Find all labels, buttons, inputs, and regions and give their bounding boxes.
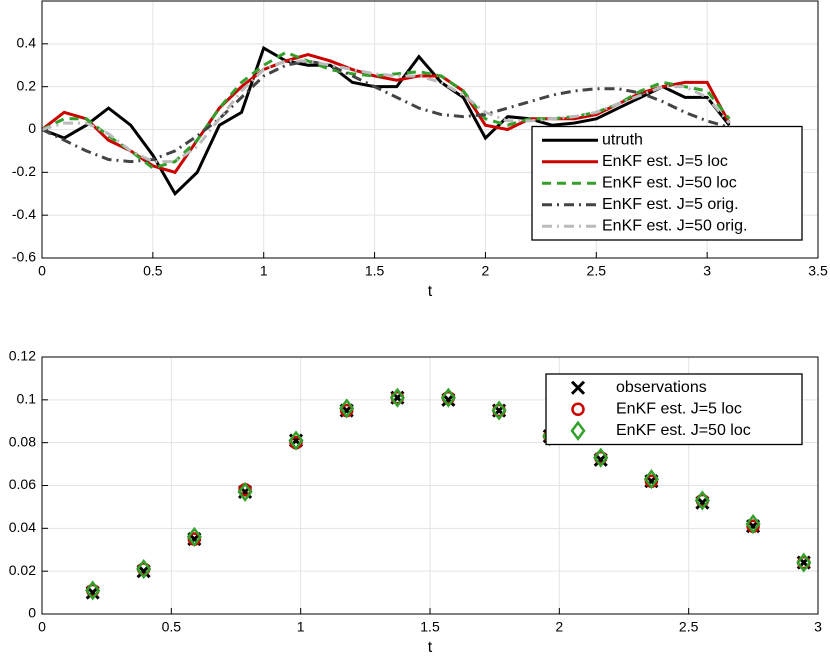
- y-tick-label: 0.08: [9, 433, 36, 449]
- marker-diamond: [745, 513, 761, 535]
- x-tick-label: 3: [703, 263, 711, 279]
- legend-label: EnKF est. J=50 orig.: [602, 217, 747, 234]
- y-tick-label: 0.2: [17, 77, 37, 93]
- marker-diamond: [440, 387, 456, 408]
- axes-box: [41, 356, 819, 615]
- y-tick-label: -0.6: [12, 249, 36, 265]
- marker-diamond: [136, 558, 152, 580]
- x-tick-label: 0.5: [162, 619, 182, 635]
- marker-diamond: [593, 447, 609, 468]
- x-axis-label: t: [428, 639, 433, 656]
- x-axis-label: t: [428, 283, 433, 300]
- x-tick-label: 0: [38, 619, 46, 635]
- marker-diamond: [643, 468, 659, 490]
- marker-diamond: [186, 526, 202, 547]
- marker-diamond: [288, 430, 304, 451]
- x-tick-label: 1.5: [365, 263, 385, 279]
- x-tick-label: 2.5: [679, 619, 699, 635]
- legend-label: EnKF est. J=50 loc: [616, 422, 751, 439]
- x-tick-label: 1: [260, 263, 268, 279]
- marker-diamond: [491, 400, 507, 421]
- legend-label: EnKF est. J=5 loc: [616, 400, 742, 417]
- y-tick-label: 0.1: [17, 391, 37, 407]
- x-tick-label: 0: [38, 263, 46, 279]
- legend-label: observations: [616, 379, 707, 396]
- y-tick-label: 0: [28, 605, 36, 621]
- marker-x: [570, 380, 586, 395]
- series-line: [41, 59, 730, 164]
- legend-label: EnKF est. J=5 orig.: [602, 196, 739, 213]
- legend-label: EnKF est. J=50 loc: [602, 174, 737, 191]
- legend-label: utruth: [602, 131, 643, 148]
- axes-box: [41, 0, 819, 259]
- y-tick-label: 0: [28, 120, 36, 136]
- marker-diamond: [339, 398, 355, 419]
- y-tick-label: 0.12: [9, 348, 36, 364]
- y-tick-label: 0.06: [9, 476, 36, 492]
- marker-diamond: [85, 580, 101, 601]
- marker-diamond: [694, 490, 710, 511]
- marker-diamond: [796, 552, 812, 573]
- marker-diamond: [237, 481, 253, 503]
- x-tick-label: 1: [297, 619, 305, 635]
- marker-diamond: [570, 420, 586, 441]
- y-tick-label: 0.02: [9, 562, 36, 578]
- x-tick-label: 2: [555, 619, 563, 635]
- marker-circle: [571, 402, 585, 416]
- x-tick-label: 2: [482, 263, 490, 279]
- y-tick-label: -0.2: [12, 163, 36, 179]
- legend-box: [545, 373, 803, 446]
- x-tick-label: 0.5: [143, 263, 163, 279]
- x-tick-label: 2.5: [587, 263, 607, 279]
- y-tick-label: 0.04: [9, 519, 36, 535]
- series-line: [41, 59, 731, 164]
- y-tick-label: -0.4: [12, 206, 36, 222]
- y-tick-label: 0.4: [17, 35, 37, 51]
- x-tick-label: 3.5: [808, 263, 828, 279]
- legend-label: EnKF est. J=5 loc: [602, 153, 728, 170]
- marker-diamond: [389, 387, 405, 408]
- x-tick-label: 3: [814, 619, 822, 635]
- x-tick-label: 1.5: [420, 619, 440, 635]
